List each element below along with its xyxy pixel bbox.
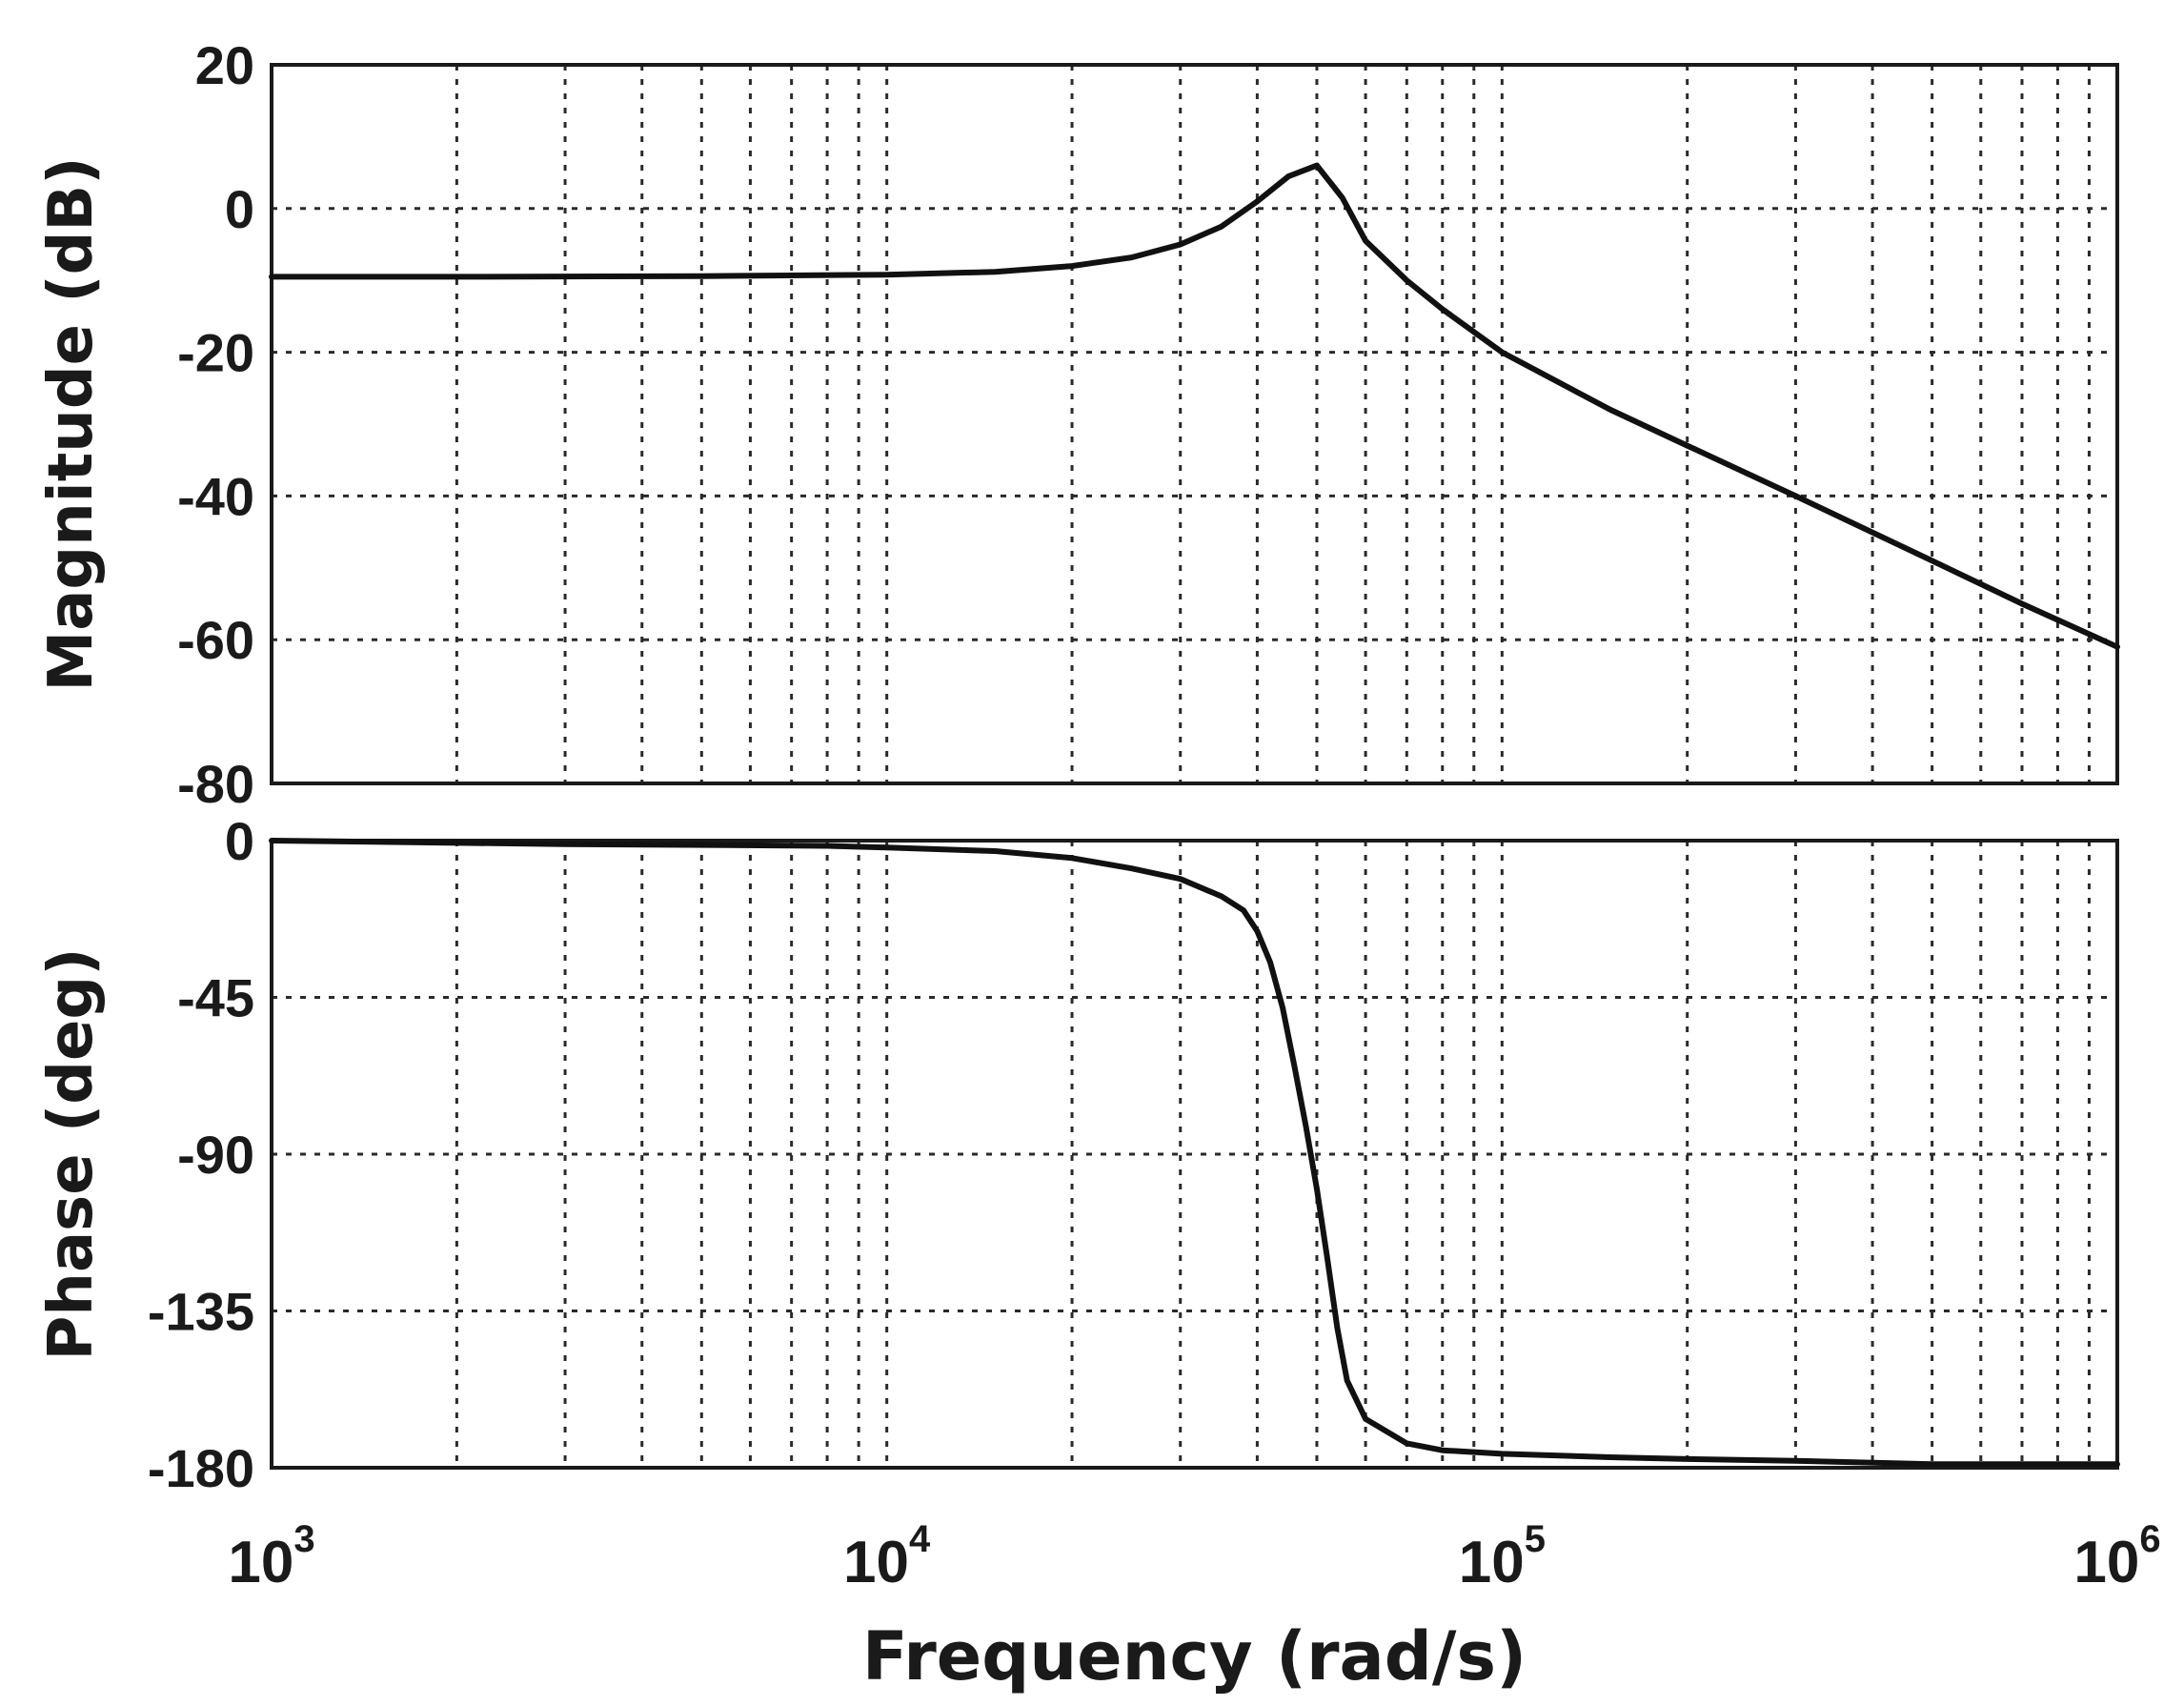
phase-axes-frame: [270, 839, 2119, 1470]
y-tick-label: 0: [225, 179, 254, 239]
x-tick-label: 106: [2073, 1518, 2160, 1595]
phase-y-axis-label: Phase (deg): [36, 948, 107, 1361]
magnitude-curve: [269, 162, 2120, 650]
y-tick-label: -20: [177, 323, 254, 383]
magnitude-panel: 20 0 -20 -40 -60 -80 Magnitude (dB): [36, 35, 2120, 814]
magnitude-axes-frame: [270, 63, 2119, 785]
y-tick-label: 0: [225, 811, 254, 871]
y-tick-label: -90: [177, 1125, 254, 1185]
phase-y-tick-labels: 0 -45 -90 -135 -180: [148, 811, 254, 1498]
phase-curve: [269, 838, 2120, 1468]
x-tick-label: 105: [1459, 1518, 1546, 1595]
magnitude-grid: [272, 65, 2117, 783]
x-tick-labels: 103 104 105 106: [228, 1518, 2160, 1595]
magnitude-y-axis-label: Magnitude (dB): [36, 157, 107, 692]
x-axis-label: Frequency (rad/s): [862, 1617, 1527, 1696]
y-tick-label: -135: [148, 1282, 254, 1342]
y-tick-label: 20: [195, 35, 254, 95]
y-tick-label: -45: [177, 968, 254, 1028]
y-tick-label: -180: [148, 1438, 254, 1498]
phase-grid: [272, 841, 2117, 1468]
x-tick-label: 104: [843, 1518, 931, 1595]
y-tick-label: -40: [177, 466, 254, 526]
magnitude-y-tick-labels: 20 0 -20 -40 -60 -80: [177, 35, 254, 814]
x-tick-label: 103: [228, 1518, 314, 1595]
y-tick-label: -80: [177, 754, 254, 814]
y-tick-label: -60: [177, 610, 254, 670]
phase-panel: 0 -45 -90 -135 -180 Phase (deg): [36, 811, 2120, 1498]
